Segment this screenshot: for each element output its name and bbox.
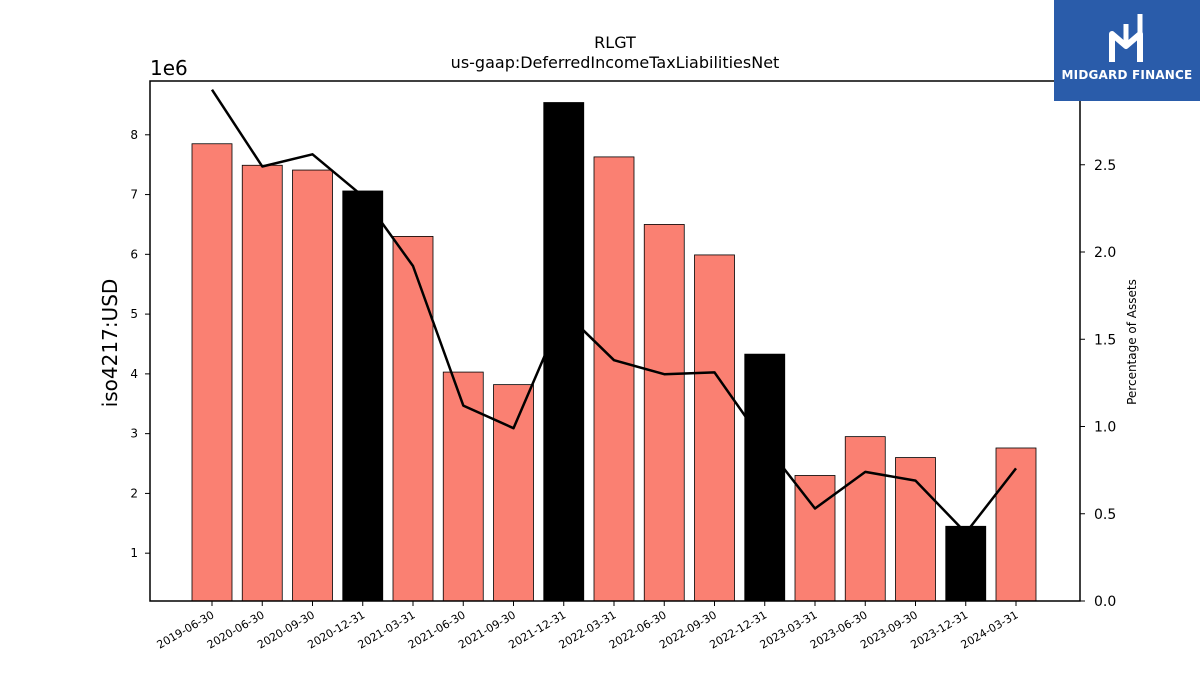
y2-tick-label: 1.5 bbox=[1094, 332, 1116, 348]
logo-text: MIDGARD FINANCE bbox=[1061, 68, 1193, 82]
bar-2021-09-30 bbox=[493, 384, 534, 602]
bar-2020-06-30 bbox=[241, 164, 283, 602]
y2-tick-label: 0.0 bbox=[1094, 594, 1116, 610]
logo: MIDGARD FINANCE bbox=[1054, 0, 1200, 101]
y-tick-label: 6 bbox=[130, 247, 138, 261]
y-tick-label: 8 bbox=[130, 128, 138, 142]
bar-2024-03-31 bbox=[995, 447, 1037, 602]
y2-tick-label: 1.0 bbox=[1094, 420, 1116, 436]
y-tick-label: 7 bbox=[130, 188, 138, 202]
y-axis-label: iso4217:USD bbox=[98, 279, 122, 408]
bar-2023-12-31 bbox=[945, 525, 987, 602]
y2-axis-label: Percentage of Assets bbox=[1125, 279, 1139, 405]
y-scale-label: 1e6 bbox=[150, 56, 188, 80]
y-tick-label: 2 bbox=[130, 486, 138, 500]
bar-2020-12-31 bbox=[342, 190, 384, 602]
chart-subtitle: us-gaap:DeferredIncomeTaxLiabilitiesNet bbox=[451, 53, 780, 72]
bar-2023-03-31 bbox=[794, 475, 836, 602]
percentage-line bbox=[210, 89, 1017, 535]
y-tick-label: 5 bbox=[130, 307, 138, 321]
bar-2020-09-30 bbox=[292, 169, 333, 602]
bar-2021-03-31 bbox=[392, 236, 434, 602]
bar-2022-12-31 bbox=[744, 353, 786, 602]
y-tick-label: 1 bbox=[130, 546, 138, 560]
chart-title: RLGT bbox=[594, 33, 636, 52]
bar-2019-06-30 bbox=[191, 143, 233, 602]
x-tick-label: 2024-03-31 bbox=[959, 608, 1021, 651]
y-tick-label: 4 bbox=[130, 367, 138, 381]
y2-tick-label: 0.5 bbox=[1094, 507, 1116, 523]
y2-tick-label: 2.0 bbox=[1094, 245, 1116, 261]
midgard-logo-icon bbox=[1109, 14, 1143, 62]
bar-2022-03-31 bbox=[593, 156, 635, 602]
bar-2022-09-30 bbox=[694, 254, 735, 602]
bar-2023-06-30 bbox=[844, 436, 886, 602]
y2-tick-label: 2.5 bbox=[1094, 158, 1116, 174]
y-tick-label: 3 bbox=[130, 427, 138, 441]
plot-frame bbox=[149, 80, 1081, 602]
bar-2021-12-31 bbox=[543, 102, 585, 602]
bar-2022-06-30 bbox=[643, 224, 685, 602]
